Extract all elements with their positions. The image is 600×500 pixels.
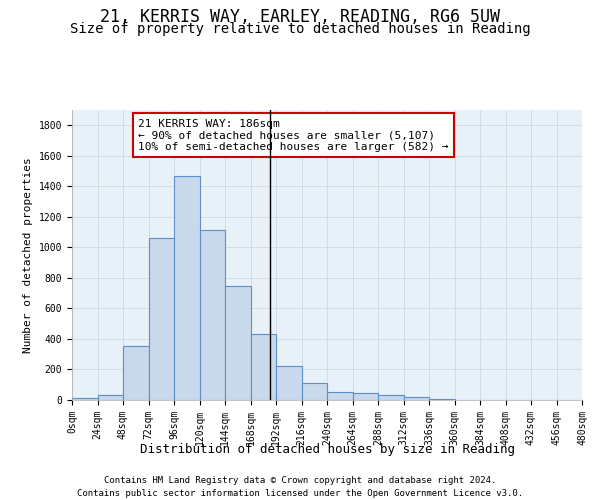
Bar [199, 230, 225, 400]
Text: Size of property relative to detached houses in Reading: Size of property relative to detached ho… [70, 22, 530, 36]
Bar [149, 238, 174, 400]
Text: Contains public sector information licensed under the Open Government Licence v3: Contains public sector information licen… [77, 489, 523, 498]
Bar [276, 366, 302, 400]
Bar [327, 392, 353, 400]
Bar [72, 398, 97, 400]
Bar [353, 393, 378, 400]
Bar [378, 396, 404, 400]
Bar [251, 334, 276, 400]
Bar [123, 346, 149, 400]
Bar [404, 398, 429, 400]
Text: 21 KERRIS WAY: 186sqm
← 90% of detached houses are smaller (5,107)
10% of semi-d: 21 KERRIS WAY: 186sqm ← 90% of detached … [139, 118, 449, 152]
Bar [302, 383, 327, 400]
Bar [174, 176, 199, 400]
Text: Contains HM Land Registry data © Crown copyright and database right 2024.: Contains HM Land Registry data © Crown c… [104, 476, 496, 485]
Bar [97, 394, 123, 400]
Y-axis label: Number of detached properties: Number of detached properties [23, 157, 33, 353]
Bar [225, 286, 251, 400]
Bar [429, 399, 455, 400]
Text: 21, KERRIS WAY, EARLEY, READING, RG6 5UW: 21, KERRIS WAY, EARLEY, READING, RG6 5UW [100, 8, 500, 26]
Text: Distribution of detached houses by size in Reading: Distribution of detached houses by size … [139, 442, 515, 456]
